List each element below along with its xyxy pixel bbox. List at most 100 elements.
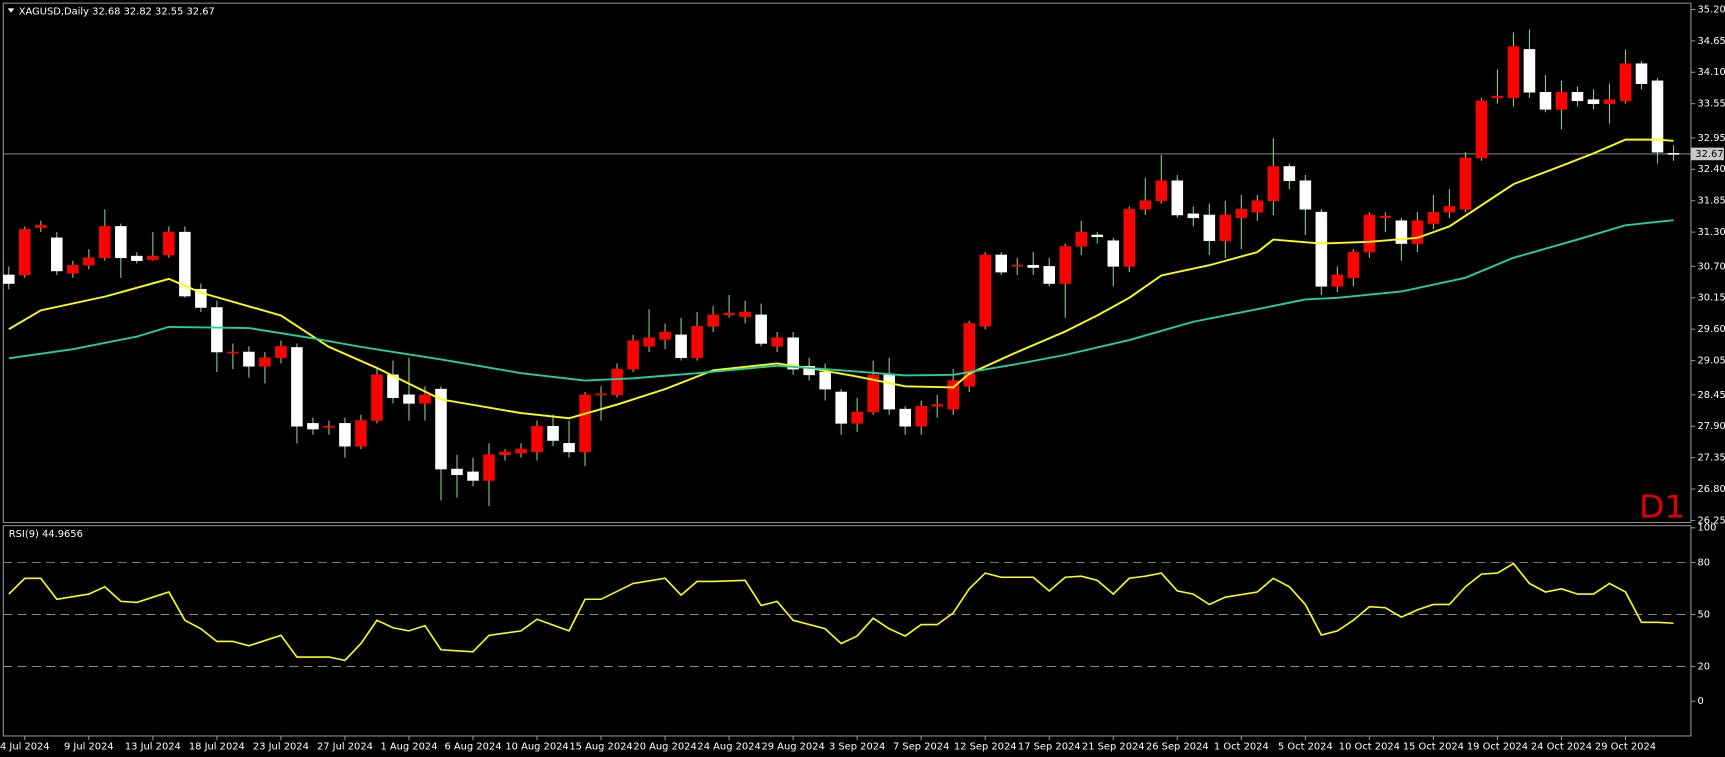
timeframe-label: D1 [1639,488,1685,525]
candle-body [1075,231,1088,247]
candle-body [915,405,927,427]
x-tick-label: 12 Sep 2024 [954,742,1017,753]
candle-body [675,334,687,358]
x-tick-label: 1 Aug 2024 [380,742,437,753]
candle-body [339,423,351,447]
candle-body [259,357,271,367]
candle-body [451,468,463,476]
moving-average [8,219,1674,382]
candle-body [371,374,383,421]
x-tick-label: 10 Aug 2024 [505,742,568,753]
candle-body [99,226,111,259]
x-tick-label: 26 Sep 2024 [1146,742,1209,753]
y-tick-label: 31.85 [1697,196,1725,207]
candle-body [115,226,127,259]
x-tick-label: 15 Oct 2024 [1403,742,1464,753]
current-price-label: 32.67 [1695,149,1723,160]
y-tick-label: 35.20 [1697,5,1725,16]
candle-body [1427,211,1440,224]
candle-body [435,388,447,470]
candle-body [1235,209,1248,219]
x-tick-label: 10 Oct 2024 [1339,742,1400,753]
candle-body [1667,153,1680,155]
candle-body [883,374,895,410]
rsi-panel [2,525,1692,737]
y-tick-label: 29.05 [1697,356,1725,367]
candle-body [1651,80,1664,153]
x-tick-label: 29 Oct 2024 [1595,742,1656,753]
candle-body [147,255,159,260]
y-tick-label: 26.25 [1697,516,1725,527]
candle-body [1475,100,1488,159]
candle-body [1379,215,1392,219]
main-panel [2,2,1692,524]
candle-body [1107,240,1120,267]
y-tick-label: 30.70 [1697,261,1725,272]
candle-body [1459,157,1472,210]
x-tick-label: 18 Jul 2024 [189,742,245,753]
candle-body [1219,214,1232,241]
candle-body [1171,180,1184,216]
chart-title: XAGUSD,Daily 32.68 32.82 32.55 32.67 [19,7,215,18]
candle-body [35,225,47,228]
y-tick-label: 34.10 [1697,67,1725,78]
candle-body [1091,234,1104,237]
candle-body [355,420,367,447]
candle-body [499,451,511,456]
y-tick-label: 30.15 [1697,293,1725,304]
candle-body [1363,214,1376,253]
candle-body [1139,200,1152,210]
candle-body [19,229,31,276]
candle-body [803,366,815,376]
candle-body [1443,206,1456,213]
candle-body [787,337,799,370]
x-tick-label: 5 Oct 2024 [1278,742,1333,753]
candle-body [1187,213,1200,219]
candle-body [1619,63,1632,102]
candle-body [739,311,751,317]
x-tick-label: 4 Jul 2024 [0,742,50,753]
candle-body [1203,214,1216,241]
current-price-box [1690,147,1724,161]
candle-body [755,314,767,344]
candle-body [1251,200,1264,213]
candle-body [771,337,783,347]
y-tick-label: 34.65 [1697,36,1725,47]
y-tick-label: 0 [1697,696,1703,707]
moving-average [8,138,1674,420]
candle-body [1011,264,1024,267]
y-tick-label: 27.35 [1697,453,1725,464]
x-tick-label: 9 Jul 2024 [64,742,114,753]
candle-body [1603,99,1616,104]
y-tick-label: 32.95 [1697,133,1725,144]
collapse-arrow [7,8,15,13]
candle-body [1299,180,1312,210]
x-tick-label: 19 Oct 2024 [1467,742,1528,753]
candle-body [899,408,911,427]
candle-body [995,254,1008,273]
candle-body [1507,46,1520,99]
rsi-line [8,562,1674,662]
candle-body [611,368,623,396]
candle-body [1283,166,1296,182]
y-tick-label: 28.45 [1697,390,1725,401]
candle-body [707,314,719,327]
candle-body [1635,63,1648,84]
candle-body [1315,211,1328,287]
candle-body [131,255,143,261]
candle-body [1331,274,1344,287]
x-tick-label: 17 Sep 2024 [1018,742,1081,753]
x-tick-label: 20 Aug 2024 [633,742,696,753]
candle-body [691,326,703,358]
x-tick-label: 15 Aug 2024 [569,742,632,753]
candle-body [323,425,335,428]
y-tick-label: 27.90 [1697,421,1725,432]
candle-body [1395,220,1408,244]
candle-body [419,394,431,404]
candle-body [243,351,255,367]
candle-body [1539,91,1552,110]
candle-body [1587,99,1600,104]
candle-body [1491,95,1504,99]
